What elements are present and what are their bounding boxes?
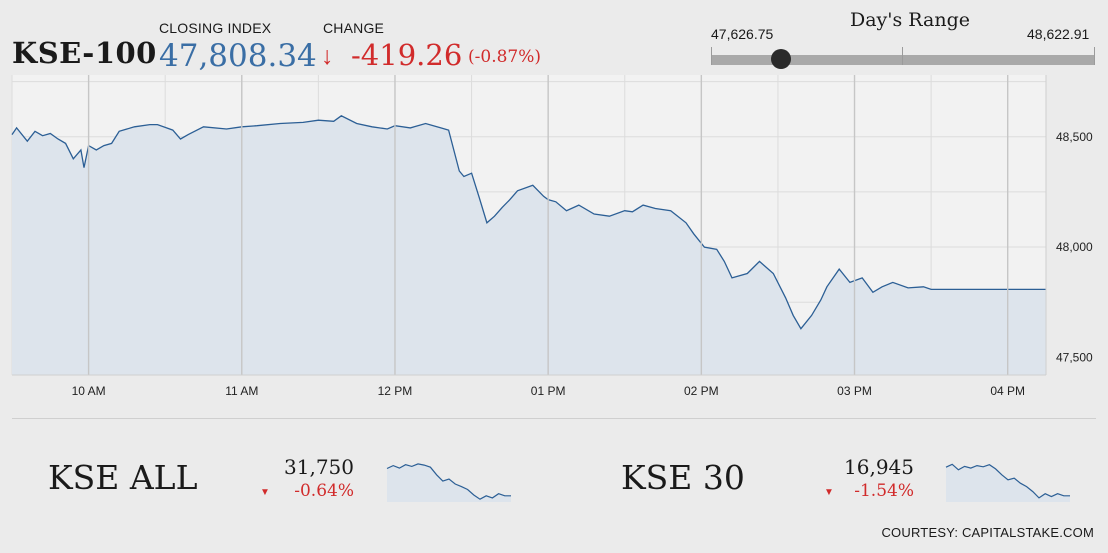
range-tick bbox=[902, 47, 903, 65]
x-tick-label: 03 PM bbox=[837, 384, 872, 398]
kse-30-value: 16,945 bbox=[844, 455, 914, 479]
y-tick-label: 47,500 bbox=[1056, 350, 1093, 364]
sparkline-area bbox=[387, 463, 511, 502]
days-range-high: 48,622.91 bbox=[1027, 26, 1090, 42]
change-value: -419.26 bbox=[351, 38, 463, 72]
kse-all-value: 31,750 bbox=[284, 455, 354, 479]
down-triangle-icon: ▼ bbox=[824, 487, 834, 498]
intraday-chart: 10 AM 11 AM 12 PM 01 PM 02 PM 03 PM 04 PM 47,50… bbox=[11, 75, 1093, 398]
courtesy-credit: COURTESY: CAPITALSTAKE.COM bbox=[881, 525, 1094, 540]
x-tick-label: 11 AM bbox=[225, 384, 258, 398]
sparkline-line bbox=[386, 463, 511, 500]
x-tick-label: 02 PM bbox=[684, 384, 719, 398]
kse-30-name: KSE 30 bbox=[621, 458, 745, 497]
sparkline-line bbox=[945, 463, 1070, 499]
y-tick-label: 48,500 bbox=[1056, 130, 1093, 144]
range-tick bbox=[1094, 47, 1095, 65]
days-range-low: 47,626.75 bbox=[711, 26, 774, 42]
change-label: CHANGE bbox=[323, 20, 385, 36]
series-area bbox=[12, 115, 1046, 376]
closing-index-label: CLOSING INDEX bbox=[159, 20, 272, 36]
kse-all-name: KSE ALL bbox=[48, 458, 198, 497]
kse-all-sparkline bbox=[386, 463, 511, 502]
kse-all-change: -0.64% bbox=[294, 481, 354, 501]
days-range-bar bbox=[711, 47, 1095, 65]
index-title: KSE-100 bbox=[12, 36, 157, 70]
days-range-marker bbox=[770, 49, 791, 69]
x-tick-label: 10 AM bbox=[72, 384, 106, 398]
change-percent: (-0.87%) bbox=[468, 47, 542, 67]
x-tick-label: 04 PM bbox=[990, 384, 1025, 398]
x-tick-label: 12 PM bbox=[378, 384, 413, 398]
down-triangle-icon: ▼ bbox=[260, 487, 270, 498]
y-tick-label: 48,000 bbox=[1056, 240, 1093, 254]
series-line bbox=[11, 115, 1046, 330]
closing-index-value: 47,808.34 bbox=[159, 38, 317, 74]
divider bbox=[12, 418, 1096, 419]
x-tick-label: 01 PM bbox=[531, 384, 566, 398]
kse-30-sparkline bbox=[945, 463, 1070, 502]
down-arrow-icon: ↓ bbox=[321, 42, 334, 70]
kse-30-change: -1.54% bbox=[854, 481, 914, 501]
sparkline-area bbox=[946, 464, 1070, 502]
days-range-title: Day's Range bbox=[850, 9, 971, 31]
range-tick bbox=[711, 47, 712, 65]
